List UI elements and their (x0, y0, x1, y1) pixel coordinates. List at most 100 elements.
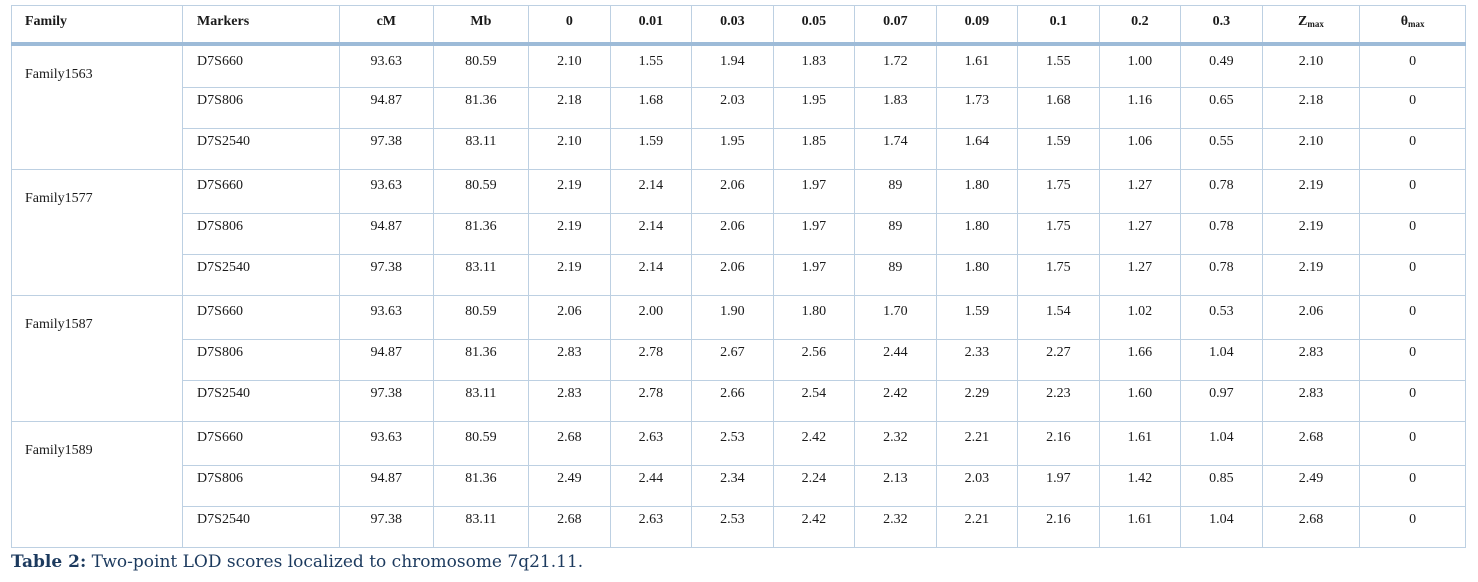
lod-cell: 1.54 (1017, 295, 1100, 340)
lod-cell: 1.97 (772, 213, 856, 255)
lod-cell: 1.04 (1180, 421, 1263, 466)
lod-cell: 2.53 (691, 421, 774, 466)
lod-cell: 1.59 (935, 295, 1019, 340)
header-theta: 0.2 (1098, 5, 1182, 46)
header-theta: 0.05 (772, 5, 856, 46)
lod-cell: 2.24 (772, 465, 856, 507)
marker-cell: D7S660 (182, 295, 341, 340)
thetamax-cell: 0 (1359, 421, 1466, 466)
lod-cell: 2.78 (609, 339, 693, 381)
lod-cell: 1.61 (935, 43, 1019, 88)
lod-cell: 2.13 (854, 465, 937, 507)
mb-cell: 81.36 (432, 213, 530, 255)
family-cell: Family1563 (10, 43, 184, 170)
lod-cell: 1.80 (935, 254, 1019, 296)
lod-cell: 2.16 (1017, 421, 1100, 466)
marker-cell: D7S660 (182, 421, 341, 466)
cm-cell: 93.63 (339, 295, 434, 340)
table-row: Family1589 D7S660 93.63 80.59 2.68 2.63 2.53 2.… (10, 421, 1466, 548)
zmax-cell: 2.68 (1261, 421, 1361, 466)
thetamax-cell: 0 (1359, 506, 1466, 548)
header-thetamax-sub: max (1408, 19, 1425, 29)
header-zmax-main: Z (1298, 14, 1308, 29)
family-cell: Family1589 (10, 421, 184, 548)
lod-cell: 2.42 (854, 380, 937, 422)
lod-cell: 1.95 (772, 87, 856, 129)
lod-cell: 2.16 (1017, 506, 1100, 548)
lod-cell: 1.27 (1098, 213, 1182, 255)
lod-cell: 2.10 (528, 128, 611, 170)
cm-cell: 94.87 (339, 87, 434, 129)
lod-cell: 2.67 (691, 339, 774, 381)
mb-cell: 83.11 (432, 506, 530, 548)
lod-cell: 89 (854, 254, 937, 296)
lod-cell: 1.68 (609, 87, 693, 129)
header-theta: 0.1 (1017, 5, 1100, 46)
thetamax-cell: 0 (1359, 380, 1466, 422)
table-row: Family1577 D7S660 93.63 80.59 2.19 2.14 2.06 1.… (10, 169, 1466, 296)
thetamax-cell: 0 (1359, 128, 1466, 170)
cm-cell: 93.63 (339, 43, 434, 88)
lod-cell: 1.80 (935, 213, 1019, 255)
marker-cell: D7S2540 (182, 254, 341, 296)
lod-cell: 1.04 (1180, 339, 1263, 381)
lod-cell: 2.54 (772, 380, 856, 422)
caption-text: Two-point LOD scores localized to chromo… (86, 552, 584, 572)
lod-cell: 2.42 (772, 421, 856, 466)
zmax-cell: 2.19 (1261, 254, 1361, 296)
header-theta: 0.01 (609, 5, 693, 46)
header-markers: Markers (182, 5, 341, 46)
zmax-cell: 2.18 (1261, 87, 1361, 129)
mb-cell: 80.59 (432, 43, 530, 88)
lod-cell: 2.03 (691, 87, 774, 129)
lod-cell: 2.23 (1017, 380, 1100, 422)
lod-table-container: Family Markers cM Mb 0 0.01 0.03 0.05 0.… (10, 5, 1466, 548)
thetamax-cell: 0 (1359, 43, 1466, 88)
cm-cell: 97.38 (339, 128, 434, 170)
mb-cell: 83.11 (432, 254, 530, 296)
lod-cell: 1.97 (772, 254, 856, 296)
mb-cell: 80.59 (432, 169, 530, 214)
lod-cell: 2.00 (609, 295, 693, 340)
header-cm: cM (339, 5, 434, 46)
lod-cell: 89 (854, 169, 937, 214)
thetamax-cell: 0 (1359, 465, 1466, 507)
cm-cell: 97.38 (339, 380, 434, 422)
cm-cell: 94.87 (339, 465, 434, 507)
lod-cell: 2.56 (772, 339, 856, 381)
lod-cell: 2.53 (691, 506, 774, 548)
lod-cell: 1.42 (1098, 465, 1182, 507)
lod-cell: 2.68 (528, 506, 611, 548)
marker-cell: D7S2540 (182, 380, 341, 422)
lod-cell: 2.10 (528, 43, 611, 88)
lod-cell: 1.66 (1098, 339, 1182, 381)
lod-cell: 1.59 (609, 128, 693, 170)
lod-cell: 1.83 (772, 43, 856, 88)
thetamax-cell: 0 (1359, 254, 1466, 296)
lod-cell: 2.06 (691, 213, 774, 255)
thetamax-cell: 0 (1359, 87, 1466, 129)
lod-cell: 1.80 (772, 295, 856, 340)
header-zmax-sub: max (1307, 19, 1324, 29)
marker-cell: D7S806 (182, 213, 341, 255)
zmax-cell: 2.83 (1261, 339, 1361, 381)
lod-cell: 2.19 (528, 254, 611, 296)
marker-cell: D7S806 (182, 465, 341, 507)
lod-cell: 0.78 (1180, 213, 1263, 255)
header-family: Family (10, 5, 184, 46)
cm-cell: 97.38 (339, 254, 434, 296)
mb-cell: 83.11 (432, 128, 530, 170)
lod-cell: 1.68 (1017, 87, 1100, 129)
zmax-cell: 2.68 (1261, 506, 1361, 548)
marker-cell: D7S806 (182, 339, 341, 381)
zmax-cell: 2.83 (1261, 380, 1361, 422)
header-theta: 0.3 (1180, 5, 1263, 46)
header-theta: 0.03 (691, 5, 774, 46)
lod-cell: 1.97 (1017, 465, 1100, 507)
table-row: D7S806 94.87 81.36 2.83 2.78 2.67 2.56 2.44 2.33… (12, 339, 1466, 381)
zmax-cell: 2.06 (1261, 295, 1361, 340)
family-cell: Family1587 (10, 295, 184, 422)
lod-cell: 1.90 (691, 295, 774, 340)
lod-cell: 0.55 (1180, 128, 1263, 170)
cm-cell: 94.87 (339, 213, 434, 255)
